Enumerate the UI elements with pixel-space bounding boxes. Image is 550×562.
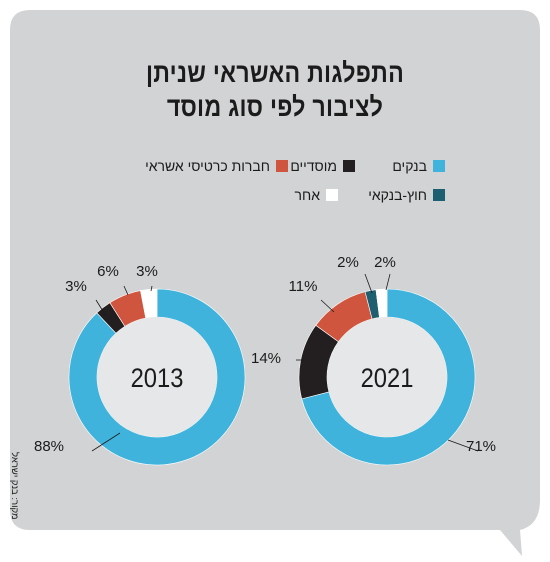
data-label-2021-3: 2%	[337, 254, 359, 271]
data-label-2013-3: 3%	[136, 263, 158, 280]
legend-item-other: אחר	[295, 187, 338, 203]
donut-chart-2013: 2013 88% 3% 6% 3%	[34, 263, 246, 466]
legend-label-other: אחר	[294, 187, 320, 203]
data-label-2013-1: 3%	[65, 278, 87, 295]
legend-label-banks: בנקים	[392, 158, 427, 174]
donut-center-label-2013: 2013	[131, 364, 184, 394]
legend-item-banks: בנקים	[392, 158, 445, 174]
leader-line-2021-3	[364, 273, 373, 294]
data-label-2013-2: 6%	[97, 263, 119, 280]
legend-label-non-bank: חוץ-בנקאי	[368, 187, 427, 203]
legend-label-credit-cards: חברות כרטיסי אשראי	[145, 158, 270, 174]
legend-item-institutional: מוסדיים	[290, 158, 355, 174]
donut-center-2021	[327, 317, 447, 437]
leader-line-2021-2	[320, 299, 335, 313]
legend-swatch-institutional	[343, 160, 355, 172]
donut-center-2013	[97, 317, 217, 437]
leader-line-2013-3	[150, 285, 153, 292]
legend-swatch-non-bank	[433, 189, 445, 201]
legend-label-institutional: מוסדיים	[290, 158, 337, 174]
data-label-2021-2: 11%	[289, 278, 318, 295]
legend-item-non-bank: חוץ-בנקאי	[368, 187, 445, 203]
donut-center-label-2021: 2021	[361, 364, 414, 394]
data-label-2021-0: 71%	[466, 438, 496, 455]
legend-swatch-other	[326, 189, 338, 201]
leader-line-2013-2	[123, 285, 129, 296]
data-label-2021-1: 14%	[251, 350, 281, 367]
legend-item-credit-cards: חברות כרטיסי אשראי	[145, 158, 288, 174]
donut-chart-2021: 2021 71% 14% 11% 2% 2%	[251, 254, 496, 466]
leader-line-2021-0	[447, 439, 479, 452]
chart-title-line-2: לציבור לפי סוג מוסד	[166, 92, 384, 122]
data-label-2021-4: 2%	[374, 254, 396, 271]
leader-line-2021-4	[385, 273, 391, 291]
leader-line-2013-1	[95, 299, 107, 317]
legend-swatch-banks	[433, 160, 445, 172]
chart-title-line-1: התפלגות האשראי שניתן	[145, 58, 405, 88]
leader-line-2013-0	[91, 432, 121, 452]
source-note: מקור: בנק ישראל	[9, 452, 20, 520]
data-label-2013-0: 88%	[34, 438, 64, 455]
legend-swatch-credit-cards	[276, 160, 288, 172]
